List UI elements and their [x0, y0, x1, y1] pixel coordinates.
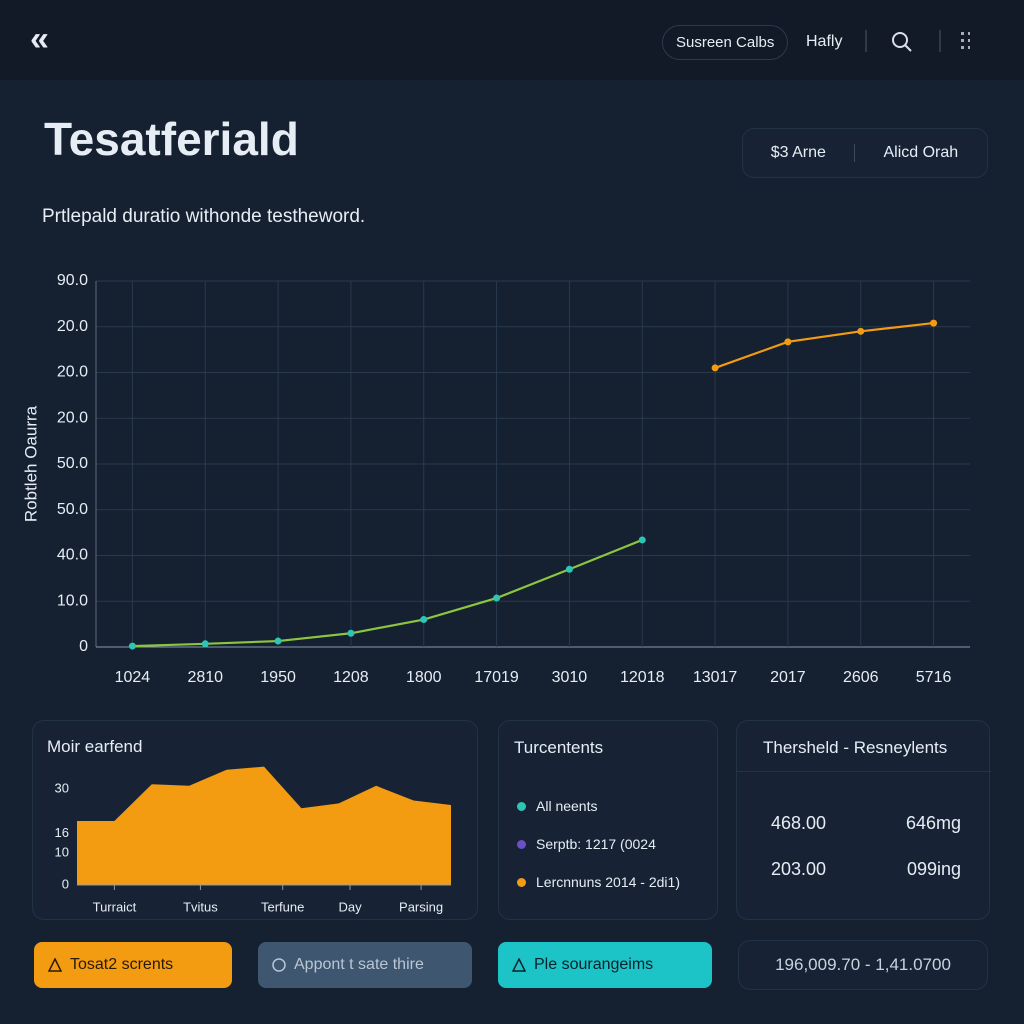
threshold-rows: 468.00 646mg 203.00 099ing: [771, 813, 961, 905]
threshold-value: 099ing: [906, 859, 961, 879]
action-group: $3 Arne Alicd Orah: [742, 128, 988, 178]
legend-item: All neents: [517, 787, 680, 825]
area: [77, 766, 451, 885]
y-tick-label: 0: [62, 876, 69, 891]
threshold-value: 203.00: [771, 859, 827, 879]
legend-label: Serptb: 1217 (0024: [536, 836, 656, 852]
x-tick-label: Parsing: [399, 899, 443, 914]
x-tick-label: 1950: [260, 669, 296, 686]
x-tick-label: 2810: [187, 669, 223, 686]
search-icon[interactable]: [892, 32, 908, 48]
area-chart: 0 10 16 30 Turraict Tvitus Terfune Day Parsing: [55, 766, 451, 914]
button-label: Ple sourangeims: [534, 956, 654, 973]
point: [201, 640, 209, 648]
threshold-value: 646mg: [905, 813, 961, 833]
divider: [737, 771, 991, 772]
point: [857, 327, 865, 335]
x-tick-label: 13017: [693, 669, 738, 686]
legend-dot: [517, 839, 526, 849]
legend-item: Serptb: 1217 (0024: [517, 825, 680, 863]
legend-dot: [517, 877, 526, 887]
subtitle: Prtlepald duratio withonde testheword.: [42, 206, 366, 227]
x-tick-label: 1208: [333, 669, 369, 686]
point: [128, 642, 136, 650]
point: [930, 319, 938, 327]
threshold-row: 203.00 099ing: [771, 859, 961, 905]
x-tick-label: 1800: [406, 669, 442, 686]
x-tick-label: 17019: [474, 669, 519, 686]
x-tick-label: 2017: [770, 669, 806, 686]
point: [565, 565, 573, 573]
range-box: 196,009.70 - 1,41.0700: [738, 940, 988, 990]
logo[interactable]: «: [30, 20, 49, 58]
secondary-button[interactable]: Appont t sate thire: [258, 942, 472, 988]
point: [420, 616, 428, 624]
grid-icon[interactable]: [961, 32, 970, 49]
y-tick-label: 20.0: [57, 409, 88, 426]
page-title: Tesatferiald: [44, 113, 299, 165]
y-tick-label: 30: [55, 780, 69, 795]
x-tick-label: 2606: [843, 669, 879, 686]
action-button[interactable]: $3 Arne: [743, 144, 855, 162]
header: « Susreen Calbs Hafly: [0, 0, 1024, 80]
legend-dot: [517, 801, 526, 811]
legend: All neents Serptb: 1217 (0024 Lercnnuns 20…: [517, 787, 680, 901]
alert-button[interactable]: Tosat2 scrents: [34, 942, 232, 988]
area-panel: Moir earfend 0 10 16 30 Turraict Tvitus Terfun…: [32, 720, 478, 920]
x-tick-label: Day: [338, 899, 362, 914]
search-icon-handle: [904, 44, 912, 52]
panel-title: Turcentents: [514, 738, 604, 757]
legend-label: Lercnnuns 2014 - 2di1): [536, 874, 680, 890]
panel-title: Thersheld - Resneylents: [763, 738, 948, 757]
y-tick-label: 10.0: [57, 592, 88, 609]
y-tick-label: 20.0: [57, 364, 88, 381]
threshold-panel: Thersheld - Resneylents 468.00 646mg 203.0…: [736, 720, 991, 920]
threshold-row: 468.00 646mg: [771, 813, 961, 859]
point: [493, 594, 501, 602]
x-tick-label: Tvitus: [183, 899, 218, 914]
y-tick-label: 20.0: [57, 318, 88, 335]
y-tick-label: 16: [55, 825, 69, 840]
panel-title: Moir earfend: [47, 737, 143, 756]
button-label: Tosat2 scrents: [70, 956, 174, 973]
threshold-value: 468.00: [771, 813, 827, 833]
x-tick-label: 12018: [620, 669, 665, 686]
y-tick-label: 40.0: [57, 547, 88, 564]
header-icons: [865, 30, 970, 52]
nav-link[interactable]: Hafly: [806, 33, 843, 50]
x-tick-label: Turraict: [93, 899, 137, 914]
y-tick-label: 0: [79, 638, 88, 655]
action-button[interactable]: Alicd Orah: [883, 144, 959, 161]
x-tick-label: Terfune: [261, 899, 304, 914]
main-chart: 0 10.0 40.0 50.0 50.0 20.0 20.0 20.0 90.0 1024 281…: [21, 272, 970, 686]
y-tick-label: 90.0: [57, 272, 88, 289]
x-tick-label: 5716: [916, 669, 952, 686]
warning-icon: [512, 958, 526, 972]
warning-icon: [48, 958, 62, 972]
y-axis-label: Robtleh Oaurra: [21, 405, 40, 522]
x-tick-label: 1024: [115, 669, 151, 686]
button-label: Appont t sate thire: [294, 956, 424, 973]
legend-label: All neents: [536, 798, 598, 814]
point: [711, 364, 719, 372]
point: [638, 536, 646, 544]
point: [274, 637, 282, 645]
x-tick-label: 3010: [552, 669, 588, 686]
primary-button[interactable]: Ple sourangeims: [498, 942, 712, 988]
point: [784, 338, 792, 346]
line-series: [132, 538, 643, 648]
check-icon: [272, 958, 286, 972]
legend-item: Lercnnuns 2014 - 2di1): [517, 863, 680, 901]
y-tick-label: 10: [55, 844, 69, 859]
pill-button[interactable]: Susreen Calbs: [662, 25, 789, 60]
y-tick-label: 50.0: [57, 501, 88, 518]
line-series: [714, 321, 934, 369]
range-value: 196,009.70 - 1,41.0700: [775, 955, 951, 974]
point: [347, 629, 355, 637]
legend-panel: Turcentents All neents Serptb: 1217 (0024…: [498, 720, 718, 920]
y-tick-label: 50.0: [57, 455, 88, 472]
